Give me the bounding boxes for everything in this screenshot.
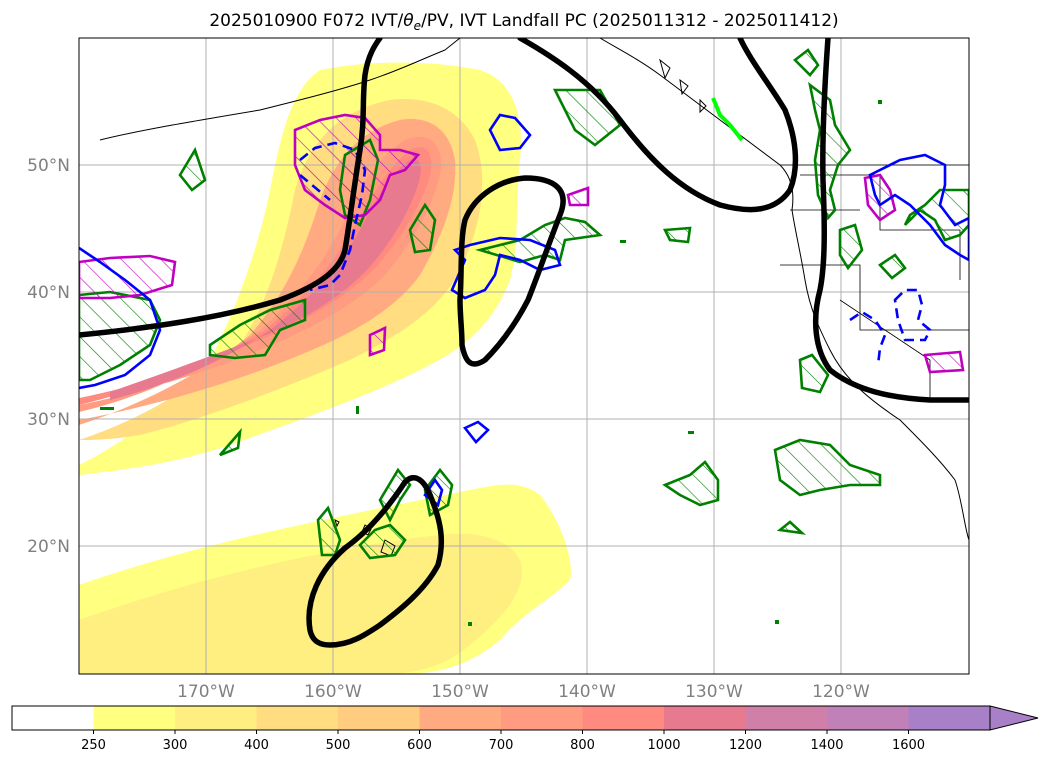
colorbar-tick-label: 1400 (810, 738, 843, 753)
colorbar: 250 300 400 500 600 700 800 1000 1200 1400 1600 (11, 705, 1039, 753)
lat-labels: 50°N 40°N 30°N 20°N (27, 156, 70, 557)
lat-label: 40°N (27, 283, 70, 303)
map-frame (78, 37, 970, 675)
colorbar-tick-label: 1000 (647, 738, 680, 753)
lat-label: 30°N (27, 410, 70, 430)
lon-label: 160°W (304, 682, 362, 702)
lime-contour (711, 97, 744, 142)
gridlines (79, 38, 969, 674)
colorbar-segment (256, 706, 339, 730)
colorbar-extend-arrow (989, 705, 1039, 731)
colorbar-tick-label: 400 (244, 738, 269, 753)
blue-contours (79, 113, 969, 508)
lon-labels: 170°W 160°W 150°W 140°W 130°W 120°W (177, 682, 870, 702)
colorbar-segment (582, 706, 665, 730)
ivt-shading-south (79, 484, 571, 674)
coastlines (99, 38, 969, 557)
colorbar-segment (908, 706, 991, 730)
map-title: 2025010900 F072 IVT/θe/PV, IVT Landfall … (209, 11, 838, 33)
lon-label: 120°W (812, 682, 870, 702)
colorbar-segment (338, 706, 420, 730)
black-contours (79, 38, 969, 648)
green-specks (100, 100, 882, 626)
colorbar-tick-label: 1600 (892, 738, 925, 753)
lon-label: 150°W (431, 682, 489, 702)
map-area (79, 38, 969, 674)
colorbar-segment (501, 706, 583, 730)
colorbar-tick-label: 1200 (729, 738, 762, 753)
colorbar-tick-label: 500 (326, 738, 351, 753)
lon-label: 130°W (685, 682, 743, 702)
colorbar-tick-label: 300 (163, 738, 188, 753)
colorbar-tick-label: 700 (489, 738, 514, 753)
blue-dashed-contours (299, 141, 932, 366)
colorbar-segment (745, 706, 828, 730)
colorbar-tick-label: 800 (570, 738, 595, 753)
colorbar-tick-label: 600 (407, 738, 432, 753)
colorbar-segment (93, 706, 176, 730)
colorbar-segment (827, 706, 909, 730)
lat-label: 50°N (27, 156, 70, 176)
colorbar-tick-label: 250 (81, 738, 106, 753)
colorbar-segment (419, 706, 502, 730)
green-contours (79, 48, 969, 560)
lon-label: 170°W (177, 682, 235, 702)
lon-label: 140°W (558, 682, 616, 702)
colorbar-segment (175, 706, 257, 730)
lat-label: 20°N (27, 537, 70, 557)
colorbar-segment (12, 706, 94, 730)
colorbar-segment (664, 706, 746, 730)
